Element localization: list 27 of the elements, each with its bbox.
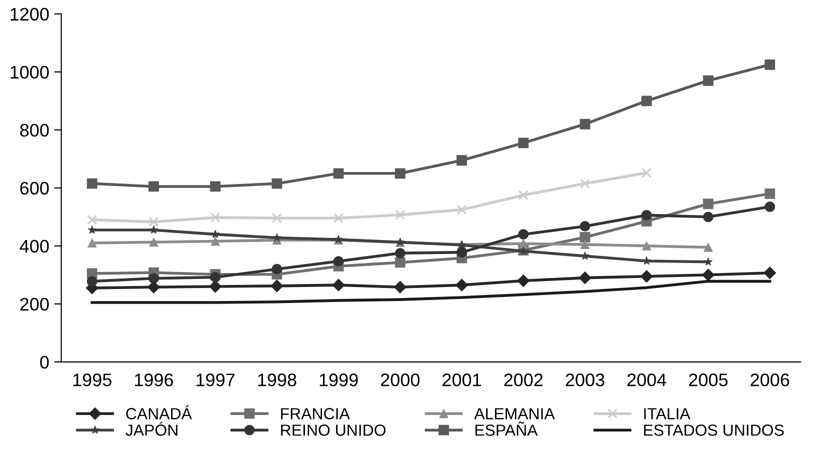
y-tick-label: 600 (20, 182, 49, 195)
x-tick-label: 2006 (750, 374, 790, 386)
legend-label: ALEMANIA (474, 408, 555, 420)
legend-label: JAPÓN (126, 422, 178, 436)
x-tick-label: 1997 (196, 374, 234, 386)
legend-label: FRANCIA (281, 408, 350, 420)
x-tick-label: 1995 (73, 374, 112, 386)
x-tick-label: 2002 (504, 374, 543, 386)
legend-label: REINO UNIDO (281, 424, 386, 436)
y-tick-label: 800 (20, 124, 49, 137)
y-tick-label: 1200 (10, 8, 49, 21)
legend-label: CANADÁ (126, 405, 192, 420)
y-tick-label: 1000 (10, 66, 49, 79)
y-tick-label: 0 (40, 356, 49, 369)
x-tick-label: 2003 (566, 374, 604, 386)
x-tick-label: 2005 (689, 374, 728, 386)
x-tick-label: 1999 (320, 374, 358, 386)
legend-label: ESPAÑA (475, 422, 538, 436)
y-tick-label: 400 (20, 240, 49, 253)
x-tick-label: 1998 (258, 374, 296, 386)
legend-label: ITALIA (644, 408, 690, 420)
x-tick-label: 2001 (442, 374, 481, 386)
legend-label: ESTADOS UNIDOS (644, 424, 784, 436)
y-tick-label: 200 (20, 298, 49, 311)
x-tick-label: 2004 (627, 374, 666, 386)
x-tick-label: 1996 (134, 374, 173, 386)
x-tick-label: 2000 (380, 374, 420, 386)
